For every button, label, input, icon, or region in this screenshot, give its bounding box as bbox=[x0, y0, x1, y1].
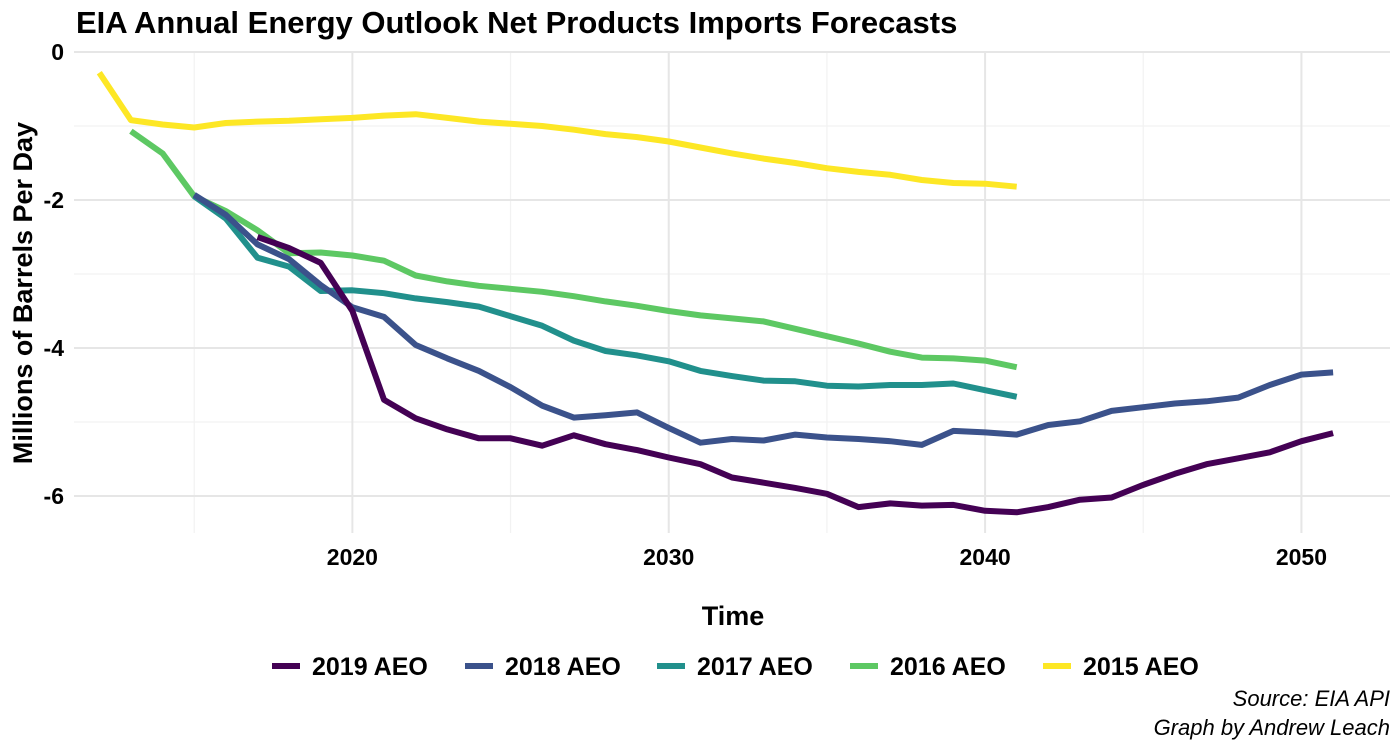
chart-title: EIA Annual Energy Outlook Net Products I… bbox=[76, 5, 957, 40]
series-line-2017-aeo bbox=[192, 193, 1018, 400]
series-line-2019-aeo bbox=[256, 234, 1334, 516]
y-axis-title: Millions of Barrels Per Day bbox=[8, 122, 38, 464]
y-tick-label: -6 bbox=[44, 483, 64, 509]
author-caption: Graph by Andrew Leach bbox=[1154, 715, 1390, 740]
x-tick-label: 2020 bbox=[327, 544, 378, 570]
x-tick-label: 2050 bbox=[1276, 544, 1327, 570]
y-axis-ticks: 0 -2 -4 -6 bbox=[44, 39, 65, 509]
series-lines bbox=[96, 71, 1334, 516]
legend: 2019 AEO 2018 AEO 2017 AEO 2016 AEO 2015 AEO bbox=[272, 653, 1199, 681]
legend-label: 2019 AEO bbox=[312, 653, 428, 681]
legend-label: 2015 AEO bbox=[1083, 653, 1199, 681]
y-tick-label: 0 bbox=[51, 39, 64, 65]
x-tick-label: 2040 bbox=[959, 544, 1010, 570]
grid-lines bbox=[74, 51, 1390, 533]
series-line-2015-aeo bbox=[96, 71, 1017, 190]
source-caption: Source: EIA API bbox=[1233, 686, 1390, 711]
legend-label: 2016 AEO bbox=[890, 653, 1006, 681]
x-axis-title: Time bbox=[702, 601, 765, 631]
legend-label: 2018 AEO bbox=[505, 653, 621, 681]
x-axis-ticks: 2020 2030 2040 2050 bbox=[327, 544, 1327, 570]
y-tick-label: -2 bbox=[44, 187, 64, 213]
legend-label: 2017 AEO bbox=[697, 653, 813, 681]
x-tick-label: 2030 bbox=[643, 544, 694, 570]
series-line-2018-aeo bbox=[192, 192, 1334, 448]
y-tick-label: -4 bbox=[44, 335, 65, 361]
